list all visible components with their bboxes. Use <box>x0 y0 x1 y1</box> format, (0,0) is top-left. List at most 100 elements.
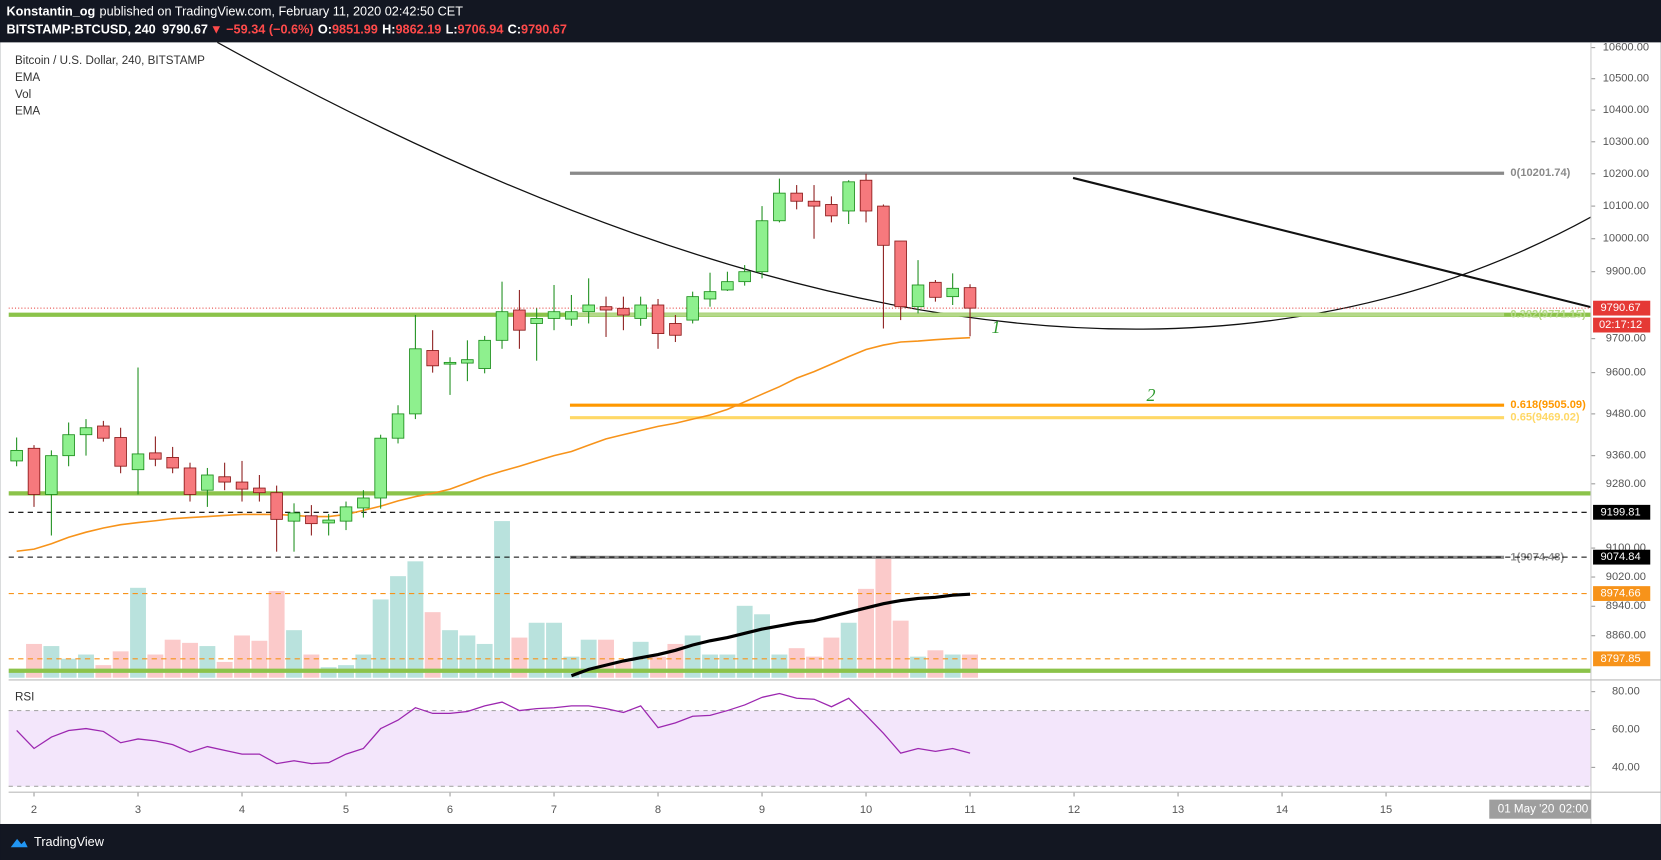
volume-bar <box>546 622 562 678</box>
volume-bar <box>442 630 458 678</box>
x-tick-label: 6 <box>447 804 453 816</box>
y-tick-label: 10400.00 <box>1603 104 1649 116</box>
volume-bar <box>806 656 822 678</box>
y-tick-label: 9360.00 <box>1606 450 1646 462</box>
volume-bar <box>719 654 736 678</box>
volume-bar <box>303 654 320 678</box>
candle-body <box>270 492 283 520</box>
candle-body <box>825 204 838 217</box>
volume-bar <box>511 637 528 678</box>
candle-body <box>322 519 335 524</box>
annotation: 2 <box>1147 385 1156 405</box>
volume-bar <box>407 561 424 678</box>
candle-body <box>721 281 734 291</box>
header-bar <box>0 0 1661 43</box>
candle-body <box>877 205 890 246</box>
candle-body <box>686 296 699 321</box>
volume-bar <box>199 646 216 678</box>
ohlc-label: L: <box>446 23 458 37</box>
candle-body <box>305 515 318 525</box>
volume-bar <box>424 612 441 678</box>
candle-body <box>183 467 197 495</box>
fib-label: 0.618(9505.09) <box>1510 399 1586 411</box>
volume-bar <box>788 648 805 678</box>
price-label-box <box>1593 651 1651 667</box>
price-label-box <box>1593 300 1651 316</box>
indicator-label: Vol <box>15 88 31 101</box>
y-tick-label: 8940.00 <box>1606 600 1646 612</box>
volume-bar <box>268 590 285 678</box>
candle-body <box>79 427 93 436</box>
price-label-box <box>1593 586 1651 601</box>
ohlc-value: 9790.67 <box>521 23 567 37</box>
y-tick-label: 8860.00 <box>1606 630 1646 642</box>
x-tick-label: 7 <box>551 804 557 816</box>
volume-bar <box>147 654 164 678</box>
volume-bar <box>355 654 372 678</box>
candle-body <box>495 311 509 341</box>
header-line: Konstantin_og published on TradingView.co… <box>7 5 464 19</box>
price-label: 9790.67 <box>1601 302 1641 314</box>
volume-bar <box>78 654 94 678</box>
volume-bar <box>858 588 874 678</box>
candle-body <box>461 359 474 364</box>
indicator-label: EMA <box>15 71 40 84</box>
candle-body <box>842 181 855 212</box>
x-tick-label: 11 <box>964 804 976 816</box>
y-tick-label: 9480.00 <box>1606 408 1646 420</box>
rsi-band <box>8 710 1591 787</box>
logo <box>10 838 28 848</box>
candle-body <box>253 487 266 494</box>
candle-body <box>131 453 145 471</box>
candle-body <box>45 455 58 495</box>
volume-bar <box>962 654 978 678</box>
price-label: 9074.84 <box>1601 551 1641 563</box>
candle-body <box>530 317 543 324</box>
volume-ema-line <box>570 592 971 678</box>
price-label: 9199.81 <box>1601 506 1641 518</box>
ema-line <box>16 336 971 553</box>
candle-body <box>963 287 977 309</box>
cursor-date: 01 May '20 <box>1498 803 1555 816</box>
x-tick-label: 13 <box>1172 804 1184 816</box>
indicator-label: EMA <box>15 105 40 118</box>
volume-bar <box>702 654 718 678</box>
countdown: 02:17:12 <box>1599 319 1642 331</box>
drawings-layer: 0(10201.74) 0.382(9771.15) 0.618(9505.09)0… <box>8 42 1591 678</box>
candle-body <box>27 447 41 495</box>
x-tick-label: 2 <box>31 804 37 816</box>
y-tick-label: 10600.00 <box>1603 42 1649 54</box>
x-tick-label: 3 <box>135 804 141 816</box>
footer-bar <box>0 823 1661 860</box>
candle-body <box>149 452 162 460</box>
volume-bar <box>650 656 666 678</box>
volume-bar <box>43 646 60 678</box>
volume-bar <box>927 650 944 678</box>
candle-body <box>651 304 665 334</box>
volume-bar <box>754 614 770 678</box>
rsi-tick-label: 40.00 <box>1612 761 1640 773</box>
y-tick-label: 10000.00 <box>1603 233 1649 245</box>
volume-bar <box>736 605 753 678</box>
ohlc-label: H: <box>382 23 395 37</box>
volume-bar <box>234 635 250 678</box>
candle-body <box>374 437 387 499</box>
symbol: BITSTAMP:BTCUSD, 240 <box>7 23 156 37</box>
volume-bar <box>372 599 389 678</box>
candle-body <box>62 434 75 457</box>
y-tick-label: 9280.00 <box>1606 478 1646 490</box>
rsi-label: RSI <box>15 690 34 703</box>
y-tick-label: 10300.00 <box>1603 136 1649 148</box>
volume-bar <box>528 622 545 678</box>
fib-label: 0.65(9469.02) <box>1510 412 1579 424</box>
ohlc-value: 9851.99 <box>332 23 378 37</box>
price-label: 8797.85 <box>1601 653 1641 665</box>
cursor-time: 02:00 <box>1559 803 1589 816</box>
published: published on TradingView.com, February 1… <box>100 5 464 19</box>
annotation: 1 <box>992 317 1001 337</box>
candle-body <box>738 271 751 283</box>
volume-bar <box>459 635 476 678</box>
candle-body <box>755 220 769 273</box>
candle-body <box>97 425 110 439</box>
